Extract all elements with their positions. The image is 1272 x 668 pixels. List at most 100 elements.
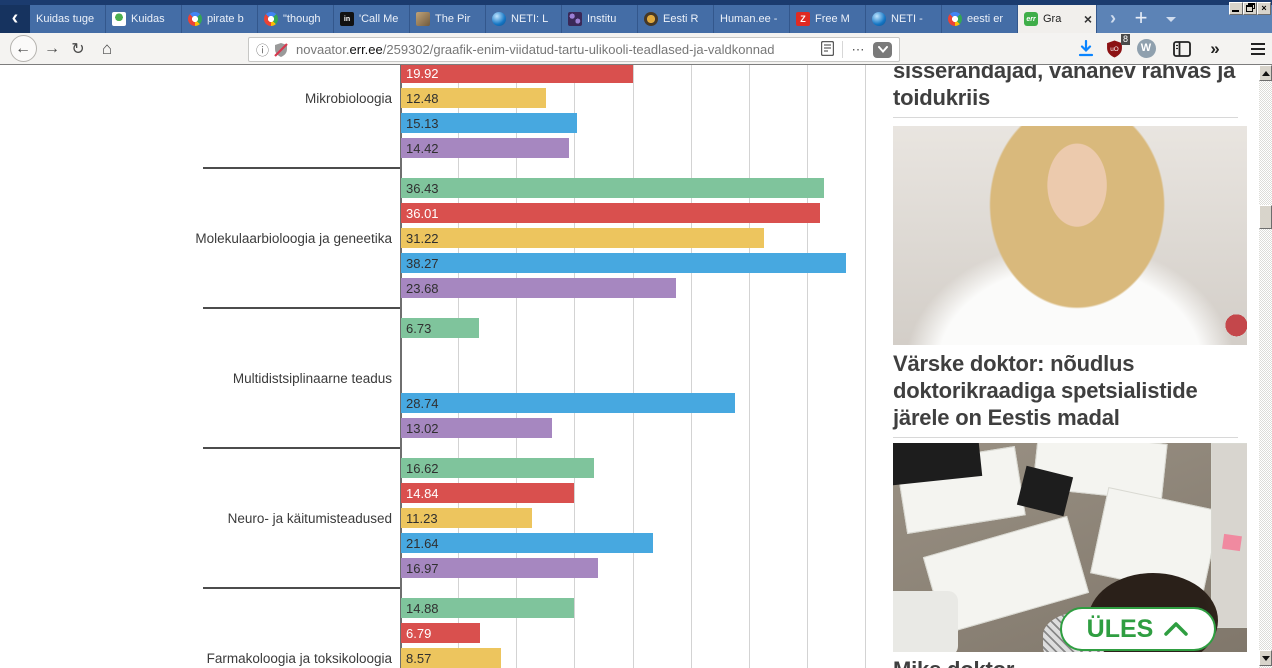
insecure-connection-icon[interactable] xyxy=(273,42,289,58)
sidebar-toggle-button[interactable] xyxy=(1169,33,1195,64)
article-title[interactable]: Miks doktor… xyxy=(893,656,1239,668)
institute-favicon-icon xyxy=(568,12,582,26)
reload-icon: ↻ xyxy=(71,40,85,58)
scrollbar-up-button[interactable] xyxy=(1259,65,1272,81)
download-button[interactable] xyxy=(1073,33,1099,64)
tab[interactable]: Institu xyxy=(562,5,638,33)
restore-button[interactable] xyxy=(1243,2,1257,15)
bar: 12.48 xyxy=(401,88,547,108)
tab-label: Human.ee - xyxy=(720,13,778,25)
home-button[interactable]: ⌂ xyxy=(94,33,120,64)
w-extension-icon: W xyxy=(1136,39,1156,58)
reader-mode-button[interactable] xyxy=(814,40,840,59)
gridline xyxy=(690,65,692,668)
tab[interactable]: Eesti R xyxy=(638,5,714,33)
bar: 14.42 xyxy=(401,138,569,158)
double-chevron-icon: » xyxy=(1210,38,1220,58)
gridline xyxy=(516,65,518,668)
tab-label: NETI: L xyxy=(511,13,549,25)
tab-label: NETI - xyxy=(891,13,923,25)
tab[interactable]: Kuidas tuge xyxy=(30,5,106,33)
tab-dropdown-button[interactable] xyxy=(1158,5,1184,33)
chevron-left-icon: ‹ xyxy=(11,7,19,29)
menu-button[interactable] xyxy=(1245,33,1271,64)
tab-active[interactable]: err Gra × xyxy=(1018,5,1097,33)
tab-strip: Kuidas tuge Kuidas pirate b "though in 'Call … xyxy=(30,5,1097,33)
tab[interactable]: eesti er xyxy=(942,5,1018,33)
tab[interactable]: The Pir xyxy=(410,5,486,33)
reader-mode-icon xyxy=(820,40,834,56)
download-icon xyxy=(1078,40,1094,57)
tab[interactable]: Human.ee - xyxy=(714,5,790,33)
bar: 36.01 xyxy=(401,203,820,223)
window-controls: × xyxy=(1229,2,1271,15)
back-button[interactable]: ← xyxy=(8,33,38,64)
bar: 6.79 xyxy=(401,623,480,643)
z-favicon-icon: Z xyxy=(796,12,810,26)
ellipsis-icon: ⋯ xyxy=(851,41,865,57)
pocket-button[interactable] xyxy=(873,41,892,58)
tab[interactable]: pirate b xyxy=(182,5,258,33)
bar-value-label: 6.79 xyxy=(406,625,432,641)
url-text[interactable]: novaator.err.ee/259302/graafik-enim-viid… xyxy=(296,42,775,57)
chevron-right-icon: › xyxy=(1110,8,1116,28)
minimize-icon xyxy=(1232,10,1239,12)
tab-scroll-left-button[interactable]: ‹ xyxy=(0,5,30,33)
article-title[interactable]: sisserändajad, vananev rahvas ja toidukr… xyxy=(893,65,1236,110)
article-thumbnail-portrait[interactable] xyxy=(893,126,1247,345)
neti-favicon-icon xyxy=(492,12,506,26)
tab[interactable]: NETI - xyxy=(866,5,942,33)
tab-scroll-right-button[interactable]: › xyxy=(1100,5,1126,33)
bar: 36.43 xyxy=(401,178,825,198)
bar: 8.57 xyxy=(401,648,501,668)
reload-button[interactable]: ↻ xyxy=(66,33,90,64)
chevron-down-icon xyxy=(1166,17,1176,27)
page-info-icon[interactable]: ⓘ xyxy=(256,43,270,58)
bar-value-label: 19.92 xyxy=(406,65,439,81)
article-title[interactable]: Värske doktor: nõudlus doktorikraadiga s… xyxy=(893,351,1198,430)
tab[interactable]: NETI: L xyxy=(486,5,562,33)
tab-label: Eesti R xyxy=(663,13,699,25)
pocket-icon xyxy=(877,46,888,53)
bar-value-label: 38.27 xyxy=(406,255,439,271)
bar: 15.13 xyxy=(401,113,577,133)
article-divider xyxy=(893,437,1238,438)
scrollbar-down-button[interactable] xyxy=(1259,650,1272,666)
tab-label: The Pir xyxy=(435,13,471,25)
forward-button[interactable]: → xyxy=(40,33,64,64)
page-scrollbar[interactable] xyxy=(1259,65,1272,668)
category-label: Farmakoloogia ja toksikoloogia xyxy=(206,650,392,666)
hamburger-icon xyxy=(1251,42,1265,45)
bar: 11.23 xyxy=(401,508,532,528)
svg-text:uO: uO xyxy=(1110,46,1119,53)
bar: 16.62 xyxy=(401,458,595,478)
tab[interactable]: Kuidas xyxy=(106,5,182,33)
tab[interactable]: Z Free M xyxy=(790,5,866,33)
ublock-button[interactable]: uO 8 xyxy=(1101,33,1130,64)
bar: 14.84 xyxy=(401,483,574,503)
navigation-toolbar: ← → ↻ ⌂ ⓘ novaator.err.ee/259302/graafik… xyxy=(0,33,1272,65)
chart-area: Mikrobioloogia 19.92 12.48 15.13 14.42 Moleku… xyxy=(0,65,890,668)
bar-value-label: 31.22 xyxy=(406,230,439,246)
bar: 21.64 xyxy=(401,533,653,553)
toolbar-overflow-button[interactable]: » xyxy=(1202,33,1228,64)
google-favicon-icon xyxy=(264,12,278,26)
bar-value-label: 14.88 xyxy=(406,600,439,616)
browser-tab-bar: ‹ Kuidas tuge Kuidas pirate b "though in 'Cal… xyxy=(0,0,1272,33)
y-axis-line xyxy=(400,65,402,668)
close-window-button[interactable]: × xyxy=(1257,2,1271,15)
ublock-shield-icon: uO xyxy=(1106,40,1122,57)
tab[interactable]: in 'Call Me xyxy=(334,5,410,33)
eesti-favicon-icon xyxy=(644,12,658,26)
page-actions-button[interactable]: ⋯ xyxy=(845,42,871,58)
minimize-button[interactable] xyxy=(1229,2,1243,15)
bar-value-label: 14.84 xyxy=(406,485,439,501)
url-bar[interactable]: ⓘ novaator.err.ee/259302/graafik-enim-vi… xyxy=(248,37,900,62)
tab-close-icon[interactable]: × xyxy=(1083,11,1092,27)
w-extension-button[interactable]: W xyxy=(1133,33,1159,64)
scrollbar-thumb[interactable] xyxy=(1259,205,1272,229)
tab[interactable]: "though xyxy=(258,5,334,33)
new-tab-button[interactable]: + xyxy=(1128,5,1154,33)
scroll-to-top-button[interactable]: ÜLES xyxy=(1060,607,1216,651)
bar-value-label: 14.42 xyxy=(406,140,439,156)
